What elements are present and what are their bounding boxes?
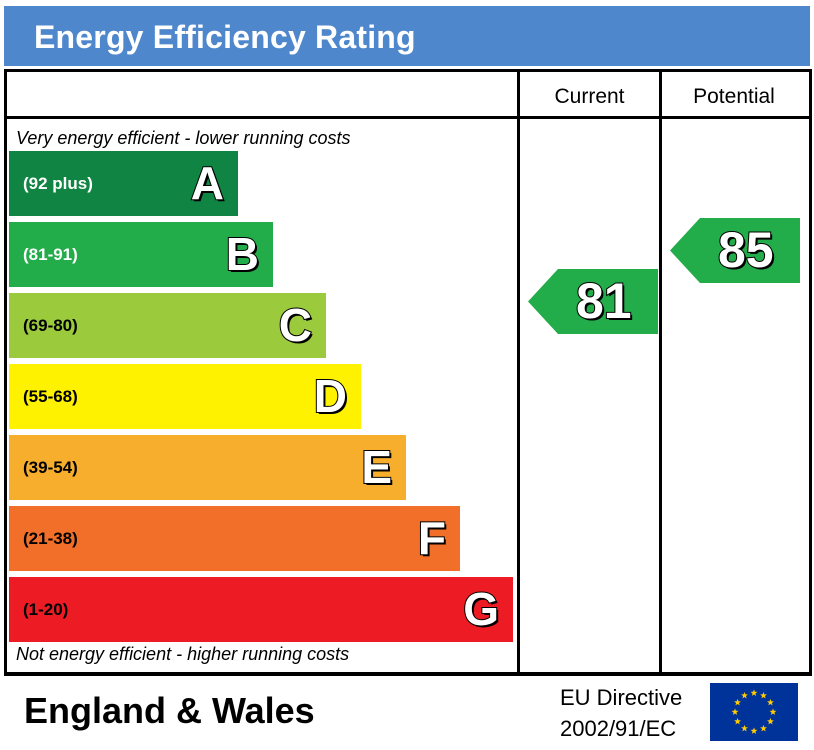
band-range-label: (81-91): [23, 245, 78, 264]
eu-star-icon: [741, 724, 748, 732]
eu-star-icon: [760, 724, 767, 732]
directive-line-1: EU Directive: [560, 685, 683, 710]
band-letter-label: C: [278, 298, 313, 352]
eu-star-icon: [734, 698, 741, 706]
potential-rating-arrow: 85: [670, 218, 800, 283]
divider-current: [517, 69, 520, 676]
directive-line-2: 2002/91/EC: [560, 716, 677, 741]
column-current-label: Current: [554, 85, 625, 108]
band-range-label: (39-54): [23, 458, 78, 477]
header-bar: Energy Efficiency Rating: [4, 6, 810, 66]
eu-star-icon: [769, 708, 777, 715]
band-c: (69-80) C: [9, 293, 326, 358]
band-range-label: (21-38): [23, 529, 78, 548]
current-rating-value: 81: [575, 272, 633, 330]
potential-arrow-shape: [670, 218, 800, 283]
band-letter-label: B: [225, 227, 260, 281]
band-range-label: (69-80): [23, 316, 78, 335]
note-top: Very energy efficient - lower running co…: [16, 128, 351, 148]
region-label: England & Wales: [24, 690, 315, 731]
band-letter-label: E: [360, 440, 393, 494]
eu-star-icon: [731, 708, 739, 715]
band-f: (21-38) F: [9, 506, 460, 571]
band-d: (55-68) D: [9, 364, 361, 429]
band-g: (1-20) G: [9, 577, 513, 642]
band-range-label: (1-20): [23, 600, 69, 619]
band-letter-label: A: [190, 156, 225, 210]
eu-star-icon: [750, 689, 758, 696]
eu-star-icon: [734, 717, 741, 725]
eu-star-icon: [741, 691, 748, 699]
eu-star-icon: [750, 727, 758, 734]
eu-star-icon: [767, 698, 774, 706]
band-a: (92 plus) A: [9, 151, 238, 216]
eu-star-icon: [760, 691, 767, 699]
band-letter-label: D: [313, 369, 348, 423]
eu-flag-icon: [710, 683, 798, 741]
band-range-label: (55-68): [23, 387, 78, 406]
note-bottom: Not energy efficient - higher running co…: [16, 644, 350, 664]
page-title: Energy Efficiency Rating: [34, 19, 416, 55]
potential-rating-value: 85: [717, 221, 775, 279]
column-potential-label: Potential: [693, 85, 775, 108]
eu-star-icon: [767, 717, 774, 725]
band-e: (39-54) E: [9, 435, 406, 500]
band-letter-label: G: [462, 582, 500, 636]
band-letter-label: F: [417, 511, 447, 565]
band-b: (81-91) B: [9, 222, 273, 287]
header-divider: [4, 116, 812, 119]
current-arrow-shape: [528, 269, 658, 334]
band-range-label: (92 plus): [23, 174, 93, 193]
footer-divider: [4, 672, 812, 675]
current-rating-arrow: 81: [528, 269, 658, 334]
divider-potential: [659, 69, 662, 676]
